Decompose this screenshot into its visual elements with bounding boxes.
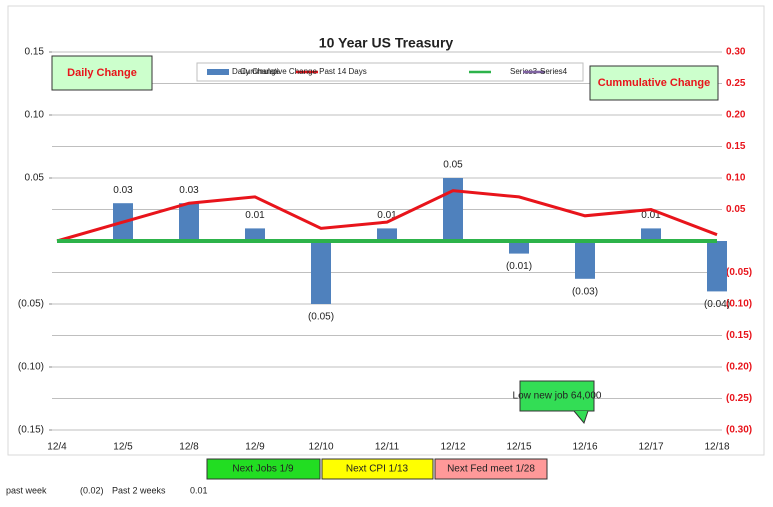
event-box bbox=[206, 458, 321, 480]
footer-label: past week bbox=[6, 485, 47, 495]
x-tick-label: 12/8 bbox=[179, 442, 199, 453]
data-label: (0.05) bbox=[308, 312, 334, 323]
y-tick-label: (0.05) bbox=[18, 299, 44, 310]
y2-tick-label: 0.25 bbox=[726, 78, 746, 89]
x-tick-label: 12/17 bbox=[638, 442, 663, 453]
bar bbox=[377, 228, 397, 241]
y2-tick-label: (0.25) bbox=[726, 393, 752, 404]
event-label: Next CPI 1/13 bbox=[346, 464, 409, 475]
x-tick-label: 12/15 bbox=[506, 442, 531, 453]
annotation-box bbox=[519, 380, 595, 412]
y2-axis-box-label: Cummulative Change bbox=[598, 77, 710, 89]
legend-swatch bbox=[207, 69, 229, 75]
data-label: (0.03) bbox=[572, 286, 598, 297]
bar bbox=[311, 241, 331, 304]
legend bbox=[196, 62, 584, 82]
event-label: Next Jobs 1/9 bbox=[232, 464, 294, 475]
y2-tick-label: (0.30) bbox=[726, 425, 752, 436]
y2-tick-label: (0.05) bbox=[726, 267, 752, 278]
y-tick-label: 0.10 bbox=[25, 110, 45, 121]
legend-label: Cummulative Change Past 14 Days bbox=[240, 67, 367, 76]
y-axis-box bbox=[51, 55, 153, 91]
annotation-pointer bbox=[573, 410, 589, 425]
x-tick-label: 12/11 bbox=[375, 442, 400, 453]
data-label: 0.01 bbox=[377, 210, 397, 221]
y-axis-box-label: Daily Change bbox=[67, 67, 137, 79]
event-label: Next Fed meet 1/28 bbox=[447, 464, 535, 475]
x-tick-label: 12/18 bbox=[704, 442, 729, 453]
y2-tick-label: 0.20 bbox=[726, 110, 746, 121]
bar bbox=[575, 241, 595, 279]
data-label: 0.03 bbox=[179, 185, 199, 196]
chart-title: 10 Year US Treasury bbox=[319, 35, 454, 51]
bar bbox=[641, 228, 661, 241]
footer-label: Past 2 weeks bbox=[112, 485, 166, 495]
x-tick-label: 12/9 bbox=[245, 442, 265, 453]
x-tick-label: 12/4 bbox=[47, 442, 67, 453]
data-label: (0.01) bbox=[506, 261, 532, 272]
event-box bbox=[321, 458, 434, 480]
y2-tick-label: 0.05 bbox=[726, 204, 746, 215]
footer-value: 0.01 bbox=[190, 485, 208, 495]
legend-label: Daily Change bbox=[232, 67, 281, 76]
bar bbox=[509, 241, 529, 254]
data-label: 0.05 bbox=[443, 160, 463, 171]
y-tick-label: (0.15) bbox=[18, 425, 44, 436]
legend-label: Series4 bbox=[540, 67, 568, 76]
y2-tick-label: (0.20) bbox=[726, 362, 752, 373]
y-tick-label: (0.10) bbox=[18, 362, 44, 373]
x-tick-label: 12/5 bbox=[113, 442, 133, 453]
data-label: 0.03 bbox=[113, 185, 133, 196]
bar bbox=[245, 228, 265, 241]
y-tick-label: 0.05 bbox=[25, 173, 45, 184]
y2-tick-label: (0.15) bbox=[726, 330, 752, 341]
y2-tick-label: (0.10) bbox=[726, 299, 752, 310]
line bbox=[56, 189, 718, 243]
x-tick-label: 12/10 bbox=[308, 442, 333, 453]
data-label: 0.01 bbox=[245, 210, 265, 221]
y-tick-label: 0.15 bbox=[25, 47, 45, 58]
footer-value: (0.02) bbox=[80, 485, 104, 495]
y2-tick-label: 0.15 bbox=[726, 141, 746, 152]
event-box bbox=[434, 458, 548, 480]
data-label: (0.04) bbox=[704, 299, 730, 310]
x-tick-label: 12/16 bbox=[572, 442, 597, 453]
annotation: Low new job 64,000 bbox=[513, 391, 602, 402]
data-label: 0.01 bbox=[641, 210, 661, 221]
x-tick-label: 12/12 bbox=[440, 442, 465, 453]
y2-tick-label: 0.30 bbox=[726, 47, 746, 58]
bar bbox=[179, 203, 199, 241]
y2-tick-label: 0.10 bbox=[726, 173, 746, 184]
y2-axis-box bbox=[589, 65, 719, 101]
bar bbox=[443, 178, 463, 241]
bar bbox=[707, 241, 727, 292]
